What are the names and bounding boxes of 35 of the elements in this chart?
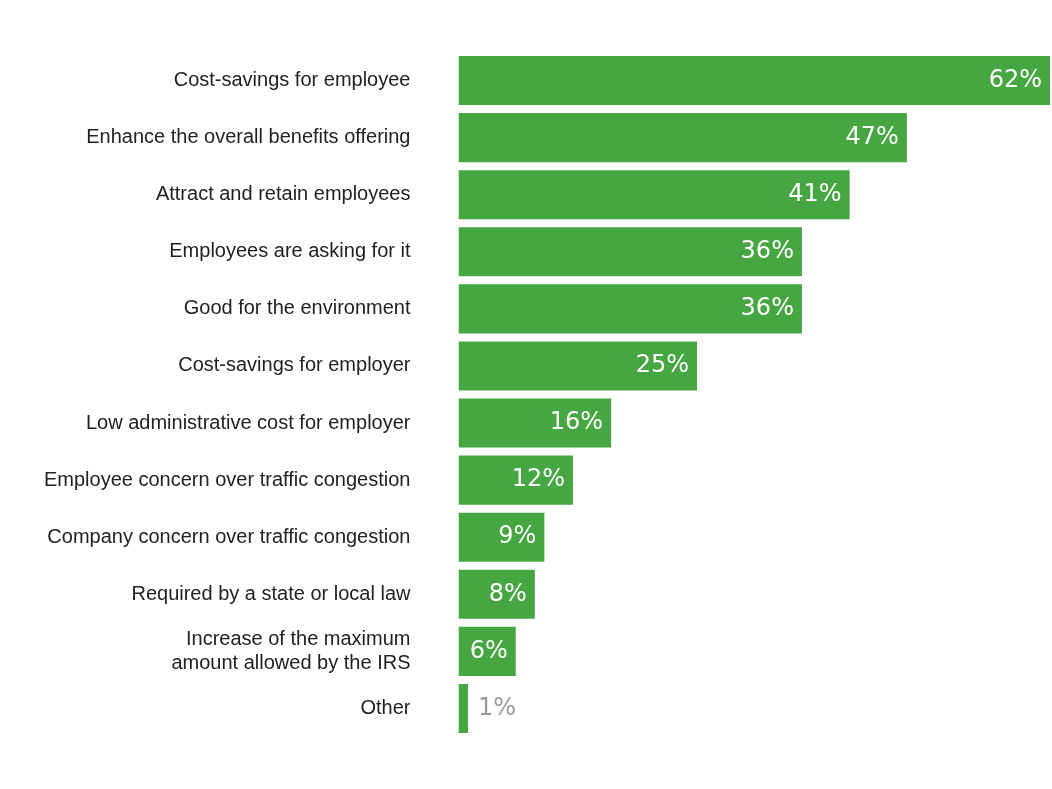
y-tick-label: Other <box>360 695 411 718</box>
data-label: 8% <box>488 578 527 607</box>
data-label: 9% <box>498 521 537 550</box>
data-label: 47% <box>845 121 899 150</box>
data-label: 16% <box>549 407 604 436</box>
bar <box>458 170 850 220</box>
bar <box>458 227 802 277</box>
y-tick-label: Enhance the overall benefits offering <box>86 125 411 148</box>
y-tick-label: Attract and retain employees <box>155 182 411 205</box>
y-tick-label: Employees are asking for it <box>169 239 411 262</box>
y-tick-label: Employee concern over traffic congestion <box>43 467 411 490</box>
data-label: 25% <box>635 350 689 379</box>
bar <box>458 512 545 562</box>
data-label: 1% <box>478 692 517 721</box>
bar <box>458 398 612 448</box>
y-tick-label: Company concern over traffic congestion <box>47 524 411 547</box>
bar <box>458 683 469 733</box>
y-tick-label: Required by a state or local law <box>131 581 412 604</box>
bar <box>458 455 573 505</box>
data-label: 36% <box>740 236 794 265</box>
bar <box>458 569 535 619</box>
bar <box>458 113 907 163</box>
y-tick-label: Low administrative cost for employer <box>85 410 411 433</box>
y-tick-label: Cost-savings for employer <box>178 353 411 376</box>
data-label: 36% <box>740 293 794 322</box>
data-label: 41% <box>788 178 842 207</box>
data-label: 6% <box>469 635 508 664</box>
y-tick-label: Increase of the maximum amount allowed by the IRS <box>171 626 411 673</box>
y-tick-label: Good for the environment <box>183 296 411 319</box>
data-label: 12% <box>511 464 565 493</box>
bar <box>458 56 1050 106</box>
data-label: 62% <box>988 64 1042 93</box>
y-tick-label: Cost-savings for employee <box>173 68 411 91</box>
bar <box>458 284 802 334</box>
bar <box>458 341 698 391</box>
